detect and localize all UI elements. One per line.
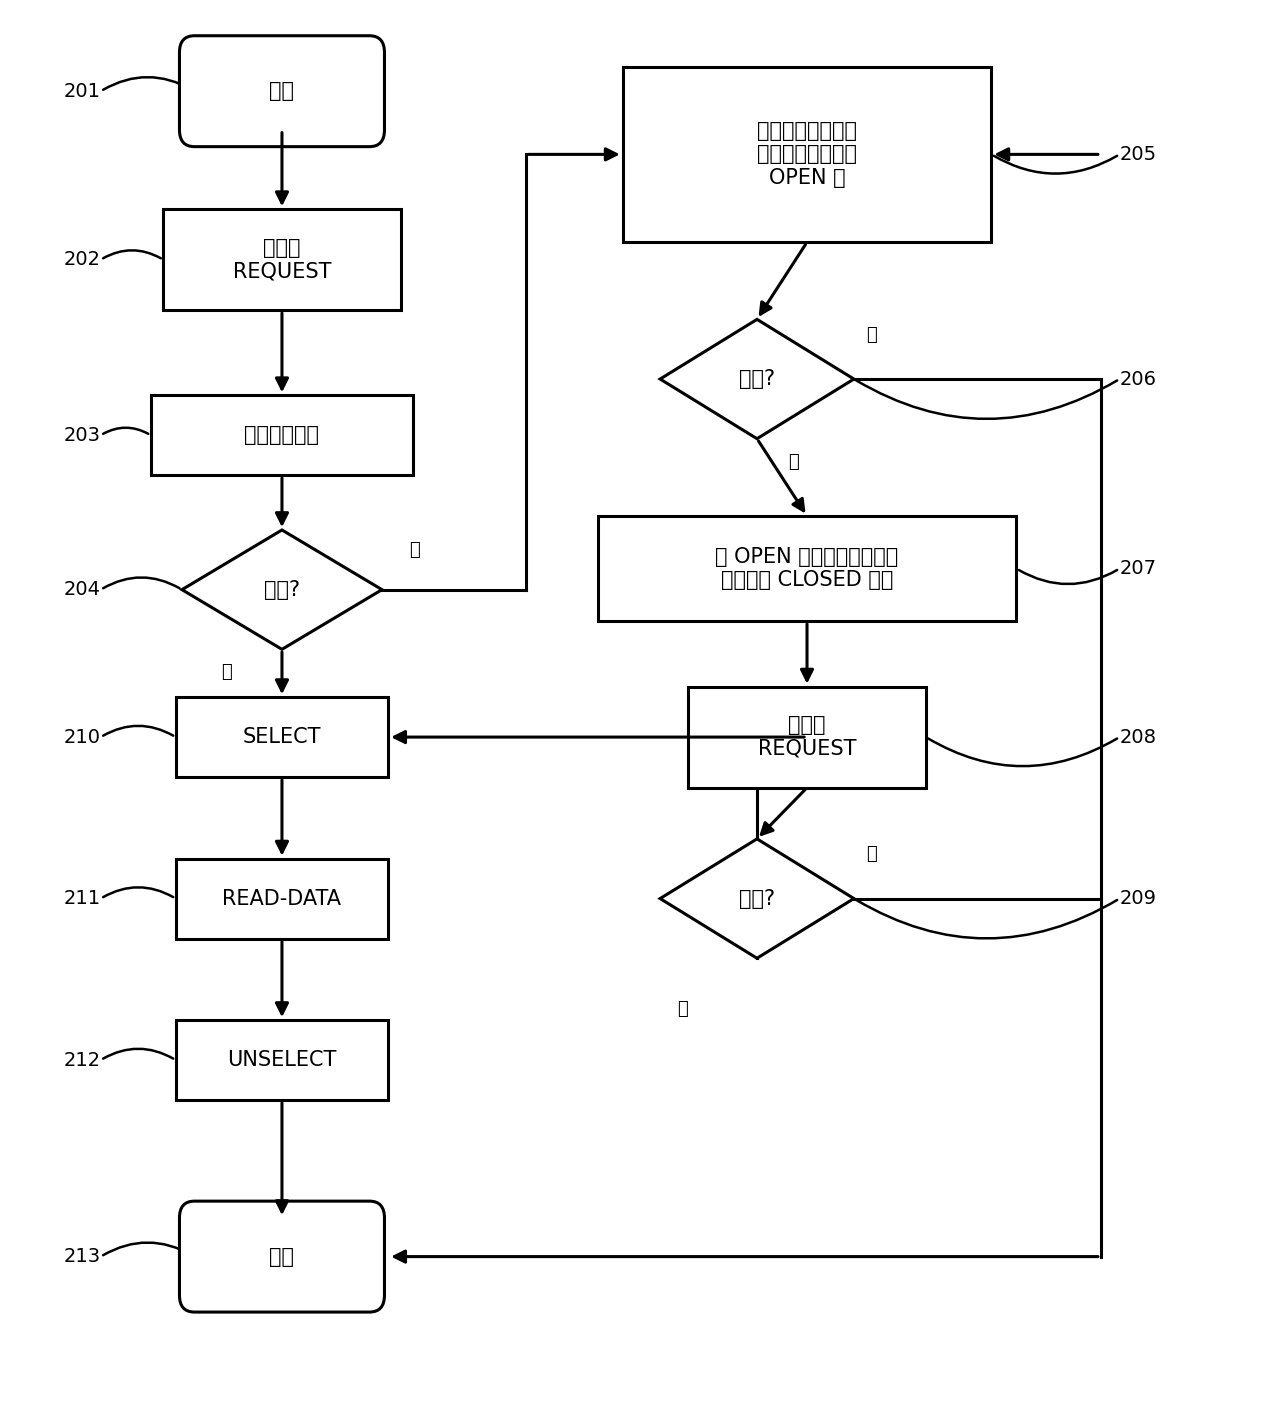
FancyBboxPatch shape bbox=[179, 35, 384, 146]
Text: 201: 201 bbox=[63, 82, 100, 101]
Text: 否: 否 bbox=[789, 452, 799, 471]
Text: 碰撞?: 碰撞? bbox=[739, 889, 775, 909]
Text: 207: 207 bbox=[1120, 559, 1157, 579]
Polygon shape bbox=[182, 530, 382, 649]
Bar bbox=[689, 686, 925, 787]
Text: 209: 209 bbox=[1120, 889, 1157, 908]
Text: 碰撞?: 碰撞? bbox=[264, 580, 300, 600]
Text: 开始: 开始 bbox=[269, 81, 295, 101]
Text: 204: 204 bbox=[63, 580, 100, 600]
Text: 阅读器
REQUEST: 阅读器 REQUEST bbox=[757, 716, 856, 759]
Text: 212: 212 bbox=[63, 1051, 101, 1069]
Text: 发送查询指令，判
断碰撞位数，放入
OPEN 表: 发送查询指令，判 断碰撞位数，放入 OPEN 表 bbox=[757, 121, 857, 187]
Bar bbox=[176, 1020, 388, 1100]
Text: 205: 205 bbox=[1120, 145, 1157, 164]
Bar bbox=[598, 516, 1016, 621]
Text: 阅读器
REQUEST: 阅读器 REQUEST bbox=[233, 238, 331, 281]
Text: 208: 208 bbox=[1120, 727, 1157, 747]
Bar bbox=[623, 67, 991, 242]
Polygon shape bbox=[660, 839, 854, 959]
Text: READ-DATA: READ-DATA bbox=[222, 889, 341, 909]
Text: 所有标签响应: 所有标签响应 bbox=[244, 425, 320, 445]
Text: UNSELECT: UNSELECT bbox=[228, 1049, 336, 1071]
Text: 表空?: 表空? bbox=[739, 369, 775, 389]
Text: 是: 是 bbox=[410, 540, 420, 559]
Text: 203: 203 bbox=[63, 425, 100, 445]
Polygon shape bbox=[660, 319, 854, 438]
Text: 从 OPEN 表中选取第一个节
点放入到 CLOSED 表中: 从 OPEN 表中选取第一个节 点放入到 CLOSED 表中 bbox=[715, 547, 899, 590]
Text: 213: 213 bbox=[63, 1246, 101, 1266]
Bar bbox=[176, 858, 388, 939]
Text: 206: 206 bbox=[1120, 370, 1157, 389]
Text: SELECT: SELECT bbox=[243, 727, 321, 747]
Text: 是: 是 bbox=[866, 326, 877, 345]
Text: 否: 否 bbox=[221, 664, 233, 682]
Text: 210: 210 bbox=[63, 727, 100, 747]
Bar bbox=[176, 698, 388, 777]
Text: 202: 202 bbox=[63, 250, 100, 269]
Bar bbox=[150, 396, 413, 475]
Text: 是: 是 bbox=[866, 845, 877, 864]
FancyBboxPatch shape bbox=[179, 1201, 384, 1312]
Bar bbox=[163, 208, 401, 311]
Text: 结束: 结束 bbox=[269, 1246, 295, 1266]
Text: 211: 211 bbox=[63, 889, 101, 908]
Text: 否: 否 bbox=[676, 1000, 688, 1018]
